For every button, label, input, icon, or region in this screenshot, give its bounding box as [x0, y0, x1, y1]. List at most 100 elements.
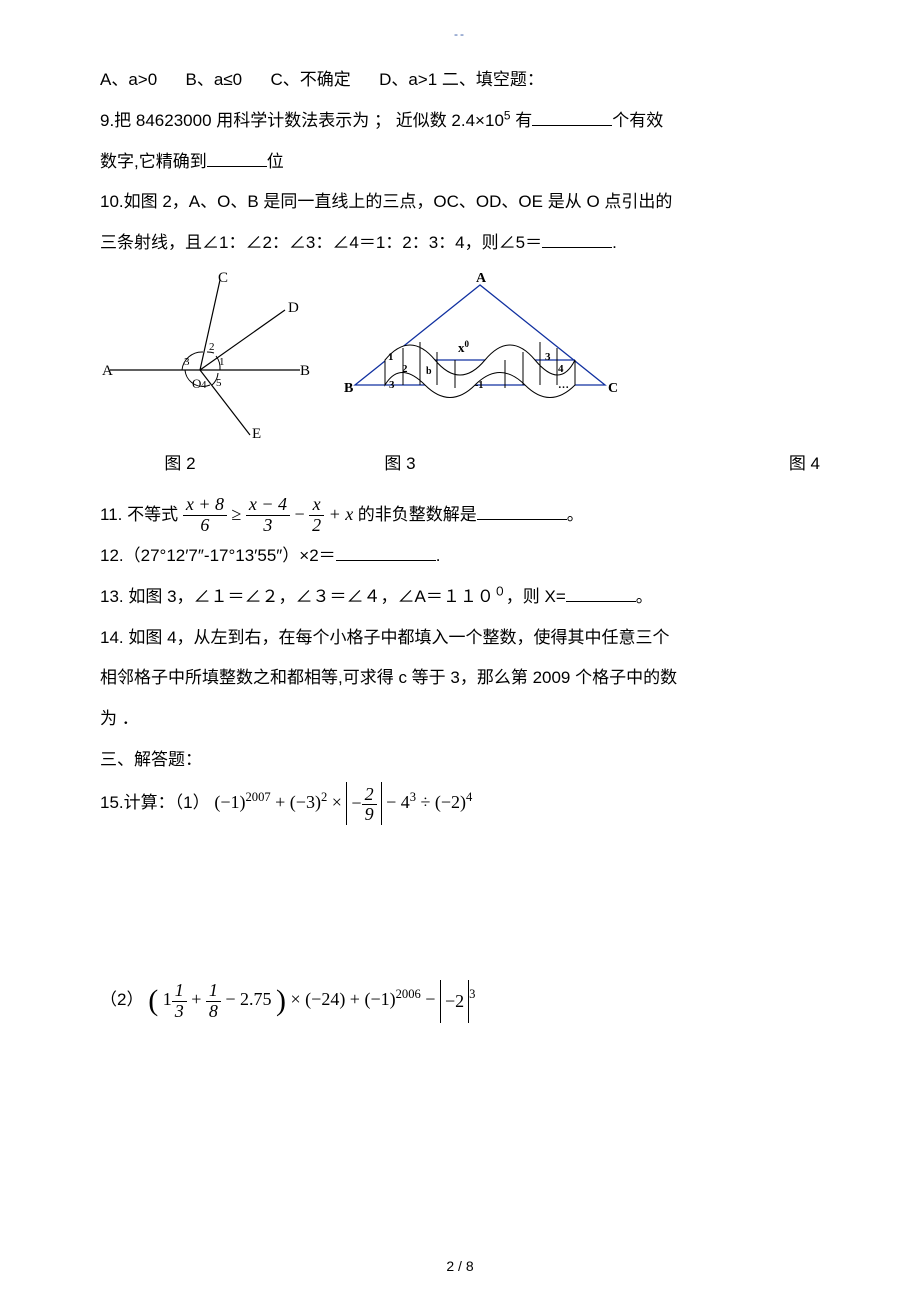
- q15-e2: 2: [321, 790, 327, 804]
- q15-times: ×: [332, 792, 342, 812]
- q13-t: 13. 如图 3，∠１＝∠２，∠３＝∠４，∠A＝１１０: [100, 587, 494, 606]
- q11-pre: 11. 不等式: [100, 505, 178, 524]
- fig3-3l: 3: [389, 379, 395, 391]
- q10-line1: 10.如图 2，A、O、B 是同一直线上的三点，OC、OD、OE 是从 O 点引…: [100, 182, 820, 223]
- q15-neg: −: [351, 793, 361, 813]
- q15b-minus: −: [425, 989, 440, 1009]
- q9-l2a: 数字,它精确到: [100, 152, 207, 171]
- section-3-heading: 三、解答题：: [100, 740, 820, 781]
- q13-end: 。: [636, 587, 653, 606]
- figures-row: A B C D E O 1 2 3 4 5 A B C x0 1 2 3 3 4…: [100, 270, 820, 440]
- q11: 11. 不等式 x + 86 ≥ x − 43 − x2 + x 的非负整数解是…: [100, 493, 820, 536]
- fig3-A: A: [476, 271, 487, 286]
- blank-q13[interactable]: [566, 584, 636, 602]
- q11-frac1: x + 86: [183, 495, 227, 536]
- q13-deg: ０: [494, 584, 506, 598]
- opt-c: C、不确定: [270, 70, 350, 89]
- q14-l1: 14. 如图 4，从左到右，在每个小格子中都填入一个整数，使得其中任意三个: [100, 618, 820, 659]
- fig2-3: 3: [184, 356, 190, 368]
- rparen-icon: ): [276, 984, 286, 1017]
- q15b-whole: 1: [163, 989, 172, 1009]
- fig2-2: 2: [209, 341, 215, 353]
- figure-2: A B C D E O 1 2 3 4 5: [100, 270, 310, 440]
- q15b-f2: 18: [206, 981, 221, 1022]
- q15-div: ÷ (−2): [421, 792, 467, 812]
- blank-q11[interactable]: [477, 502, 567, 520]
- page-header-mark: --: [454, 20, 466, 49]
- fig2-D: D: [288, 300, 299, 316]
- fig2-O: O: [192, 376, 201, 391]
- q10-l2b: .: [612, 233, 617, 252]
- fig2-4: 4: [201, 379, 207, 391]
- opt-b: B、a≤0: [186, 70, 243, 89]
- fig3-4: 4: [558, 363, 564, 375]
- q15-e1: 2007: [245, 790, 270, 804]
- fig3-neg1: -1: [475, 380, 483, 391]
- q14-l3: 为 ．: [100, 699, 820, 740]
- q15-minus: − 4: [386, 792, 410, 812]
- q15-abs: −29: [346, 782, 381, 825]
- q11-plusx: + x: [329, 504, 354, 524]
- q9-line1: 9.把 84623000 用科学计数法表示为 ； 近似数 2.4×105 有个有…: [100, 101, 820, 142]
- q15b-pre: （2）: [100, 990, 143, 1009]
- q11-end: 。: [567, 505, 584, 524]
- q11-frac3: x2: [309, 495, 324, 536]
- q8-options: A、a>0 B、a≤0 C、不确定 D、a>1 二、填空题：: [100, 60, 820, 101]
- q12-end: .: [436, 546, 441, 565]
- fig2-5: 5: [216, 377, 222, 389]
- q10-l2a: 三条射线，且∠1：∠2：∠3：∠4＝1：2：3：4，则∠5＝: [100, 233, 542, 252]
- q9-l2b: 位: [267, 152, 284, 171]
- blank-q9a[interactable]: [532, 108, 612, 126]
- q15: 15.计算：（1） (−1)2007 + (−3)2 × −29 − 43 ÷ …: [100, 781, 820, 825]
- opt-d: D、a>1 二、填空题：: [379, 70, 544, 89]
- q15b: （2） ( 113 + 18 − 2.75 ) × (−24) + (−1)20…: [100, 965, 820, 1037]
- cap-fig3: 图 3: [260, 444, 540, 485]
- q9-aft2: 个有效: [612, 111, 663, 130]
- blank-q9b[interactable]: [207, 149, 267, 167]
- page-number: 2 / 8: [0, 1250, 920, 1284]
- fig2-E: E: [252, 426, 261, 440]
- q9-line2: 数字,它精确到 位: [100, 142, 820, 183]
- q15-pre: 15.计算：（1）: [100, 793, 210, 812]
- q15-e3: 3: [410, 790, 416, 804]
- q13: 13. 如图 3，∠１＝∠２，∠３＝∠４，∠A＝１１００，则 X=。: [100, 577, 820, 618]
- blank-q12[interactable]: [336, 543, 436, 561]
- fig3-2: 2: [402, 363, 408, 375]
- lparen-icon: (: [148, 984, 158, 1017]
- fig3-x: x0: [458, 339, 470, 355]
- fig2-1: 1: [219, 356, 225, 368]
- q12: 12.（27°12′7″-17°13′55″）×2＝.: [100, 536, 820, 577]
- q14-l2: 相邻格子中所填整数之和都相等,可求得 c 等于 3，那么第 2009 个格子中的…: [100, 658, 820, 699]
- opt-a: A、a>0: [100, 70, 157, 89]
- fig3-C: C: [608, 381, 618, 396]
- cap-fig4: 图 4: [540, 444, 820, 485]
- q15-e4: 4: [466, 790, 472, 804]
- q15b-rest1: − 2.75: [225, 989, 271, 1009]
- q15b-abs: −2: [440, 980, 469, 1023]
- fig2-B: B: [300, 363, 310, 379]
- blank-q10[interactable]: [542, 230, 612, 248]
- q9-pre: 9.把 84623000 用科学计数法表示为 ； 近似数 2.4×10: [100, 111, 504, 130]
- q15b-e2: 3: [469, 987, 475, 1001]
- figure-captions: 图 2 图 3 图 4: [100, 444, 820, 485]
- fig3-dots: …: [558, 379, 569, 391]
- fig2-A: A: [102, 363, 113, 379]
- fig3-b: b: [426, 366, 432, 377]
- q9-exp: 5: [504, 108, 511, 122]
- q15-plus: + (−3): [275, 792, 321, 812]
- q10-line2: 三条射线，且∠1：∠2：∠3：∠4＝1：2：3：4，则∠5＝.: [100, 223, 820, 264]
- q11-aft: 的非负整数解是: [358, 505, 477, 524]
- q15b-mix: 13: [172, 981, 187, 1022]
- q15b-times: × (−24) + (−1): [291, 989, 396, 1009]
- cap-fig2: 图 2: [100, 444, 260, 485]
- workspace-q15-1: [100, 825, 820, 965]
- fig3-3: 3: [545, 351, 551, 363]
- fig3-B: B: [344, 381, 353, 396]
- q11-frac2: x − 43: [246, 495, 290, 536]
- fig3-1: 1: [388, 351, 394, 363]
- fig2-C: C: [218, 270, 228, 286]
- q15-m1: (−1): [214, 792, 245, 812]
- q11-minus: −: [295, 504, 305, 524]
- q11-ge: ≥: [231, 504, 241, 524]
- figure-3: A B C x0 1 2 3 3 4 b -1 …: [340, 270, 620, 420]
